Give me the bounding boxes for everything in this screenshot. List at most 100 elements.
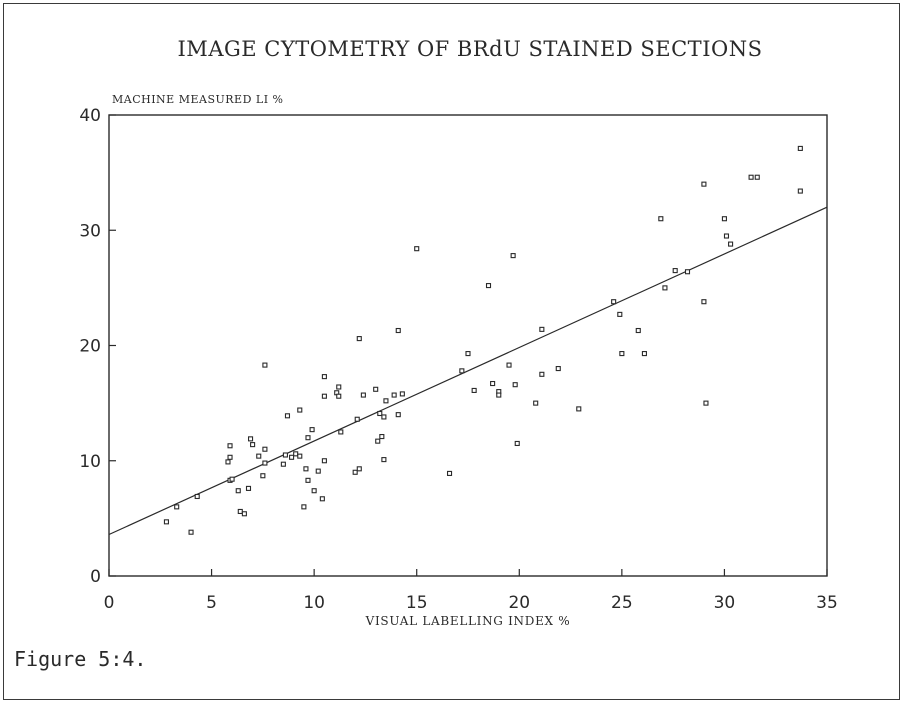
x-axis-ticks: 0 5 10 15 20 25 30 35 bbox=[104, 569, 838, 613]
data-point bbox=[256, 453, 262, 459]
data-point bbox=[490, 380, 496, 387]
x-tick-label: 0 bbox=[104, 593, 115, 613]
data-point bbox=[319, 496, 325, 502]
data-point bbox=[245, 485, 252, 491]
data-point bbox=[635, 327, 641, 334]
data-point bbox=[315, 468, 321, 474]
data-point bbox=[338, 429, 344, 435]
data-point bbox=[305, 435, 311, 441]
data-point bbox=[539, 371, 545, 377]
data-point bbox=[514, 440, 520, 447]
data-point bbox=[672, 268, 678, 274]
data-point bbox=[465, 351, 471, 357]
data-point bbox=[395, 412, 401, 418]
data-point bbox=[297, 453, 303, 459]
data-point bbox=[399, 391, 405, 397]
data-point bbox=[414, 246, 420, 252]
data-point bbox=[262, 460, 268, 466]
data-point bbox=[459, 368, 465, 374]
data-point bbox=[617, 311, 623, 317]
data-point bbox=[309, 427, 315, 433]
y-tick-label: 10 bbox=[79, 452, 101, 472]
regression-line bbox=[108, 206, 828, 536]
data-point bbox=[297, 407, 303, 413]
data-point bbox=[174, 504, 180, 510]
data-point bbox=[354, 416, 360, 422]
data-point bbox=[237, 508, 243, 515]
data-point bbox=[576, 406, 582, 412]
data-point bbox=[305, 477, 311, 483]
data-point bbox=[381, 457, 387, 463]
data-point bbox=[641, 351, 647, 357]
y-axis-ticks: 0 10 20 30 40 bbox=[79, 106, 116, 587]
data-point bbox=[235, 488, 241, 494]
data-point bbox=[395, 327, 401, 334]
data-point bbox=[797, 145, 803, 151]
data-point bbox=[512, 382, 518, 388]
data-point bbox=[188, 529, 194, 535]
data-point bbox=[356, 466, 362, 472]
x-tick-label: 25 bbox=[611, 593, 633, 613]
data-point bbox=[321, 458, 327, 464]
data-point bbox=[533, 400, 539, 406]
data-point bbox=[262, 446, 268, 452]
data-point bbox=[282, 452, 288, 458]
data-point bbox=[229, 476, 235, 482]
x-tick-label: 35 bbox=[816, 593, 838, 613]
x-tick-label: 15 bbox=[406, 593, 428, 613]
data-point bbox=[336, 384, 342, 390]
data-point bbox=[721, 216, 727, 222]
data-point bbox=[321, 374, 327, 380]
y-axis-label: MACHINE MEASURED LI % bbox=[112, 93, 283, 106]
data-point bbox=[471, 387, 477, 393]
data-point bbox=[373, 386, 379, 392]
data-point bbox=[250, 442, 256, 448]
data-point bbox=[163, 519, 169, 525]
data-point bbox=[225, 459, 231, 465]
data-point bbox=[723, 233, 730, 239]
figure-caption: Figure 5:4. bbox=[14, 647, 146, 671]
figure-frame bbox=[3, 3, 900, 700]
data-point bbox=[485, 283, 492, 289]
y-tick-label: 20 bbox=[79, 337, 101, 357]
data-point bbox=[336, 393, 342, 399]
data-point bbox=[510, 253, 516, 259]
data-points bbox=[163, 145, 803, 535]
data-point bbox=[506, 362, 512, 368]
data-point bbox=[301, 504, 307, 510]
data-point bbox=[446, 470, 453, 476]
data-point bbox=[194, 493, 200, 500]
data-point bbox=[379, 433, 385, 440]
chart-title: IMAGE CYTOMETRY OF BRdU STAINED SECTIONS bbox=[178, 37, 763, 61]
data-point bbox=[391, 392, 397, 398]
data-point bbox=[262, 362, 268, 368]
data-point bbox=[227, 454, 233, 460]
x-tick-label: 10 bbox=[303, 593, 325, 613]
data-point bbox=[496, 392, 502, 398]
data-point bbox=[377, 410, 383, 417]
data-point bbox=[754, 174, 760, 180]
plot-area bbox=[108, 114, 828, 577]
data-point bbox=[555, 365, 561, 372]
x-axis-label: VISUAL LABELLING INDEX % bbox=[365, 614, 571, 628]
x-tick-label: 30 bbox=[714, 593, 736, 613]
data-point bbox=[360, 392, 366, 398]
data-point bbox=[684, 269, 691, 275]
data-point bbox=[227, 443, 233, 449]
data-point bbox=[352, 469, 358, 475]
data-point bbox=[284, 413, 291, 419]
data-point bbox=[728, 241, 734, 247]
y-tick-label: 30 bbox=[79, 221, 101, 241]
data-point bbox=[662, 285, 668, 291]
data-point bbox=[311, 488, 317, 494]
data-point bbox=[375, 438, 381, 444]
data-point bbox=[701, 299, 707, 305]
data-point bbox=[658, 216, 664, 222]
data-point bbox=[241, 511, 247, 517]
data-point bbox=[383, 398, 389, 404]
data-point bbox=[701, 181, 707, 187]
data-point bbox=[356, 336, 362, 342]
data-point bbox=[293, 451, 299, 457]
x-tick-label: 5 bbox=[206, 593, 217, 613]
data-point bbox=[748, 174, 754, 180]
